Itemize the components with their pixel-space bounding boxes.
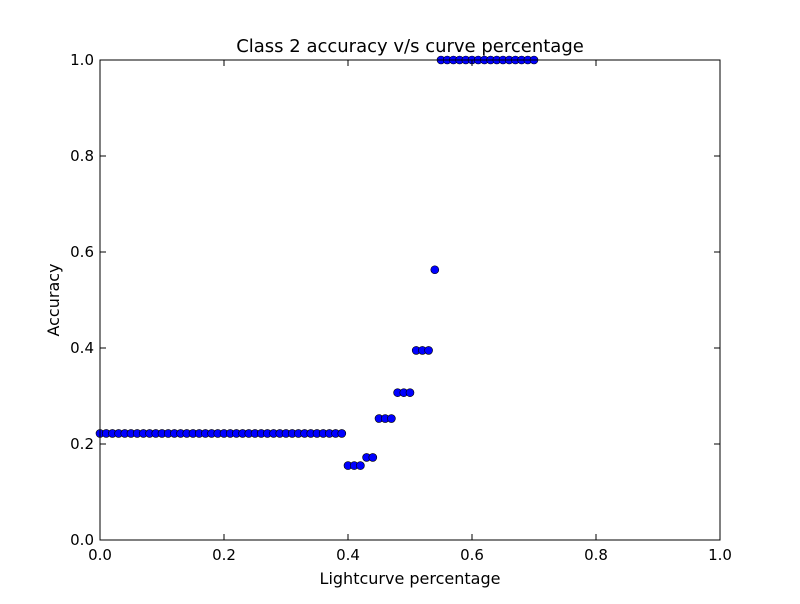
y-tick-label: 0.8	[70, 147, 94, 165]
x-tick-label: 0.4	[336, 546, 360, 564]
y-tick-label: 0.2	[70, 435, 94, 453]
y-tick-label: 0.4	[70, 339, 94, 357]
x-tick-label: 0.0	[88, 546, 112, 564]
y-tick-label: 0.6	[70, 243, 94, 261]
y-axis-label: Accuracy	[44, 263, 63, 336]
axis-ticks: 0.0 0.2 0.4 0.6 0.8 1.0 0.0 0.2 0.4 0.6 0.8 1.0	[70, 51, 732, 564]
data-points	[95, 55, 539, 470]
data-point	[424, 346, 433, 355]
x-tick-label: 0.2	[212, 546, 236, 564]
y-tick-label: 0.0	[70, 531, 94, 549]
data-point	[356, 461, 365, 470]
x-tick-label: 0.8	[584, 546, 608, 564]
data-point	[387, 414, 396, 423]
data-point	[405, 388, 415, 397]
data-point	[337, 429, 347, 438]
x-tick-label: 1.0	[708, 546, 732, 564]
x-axis-label: Lightcurve percentage	[320, 569, 501, 588]
data-point	[368, 453, 378, 462]
x-tick-label: 0.6	[460, 546, 484, 564]
data-point	[430, 265, 440, 275]
plot-area-frame	[99, 59, 721, 541]
chart-title: Class 2 accuracy v/s curve percentage	[236, 36, 584, 57]
y-tick-label: 1.0	[70, 51, 94, 69]
